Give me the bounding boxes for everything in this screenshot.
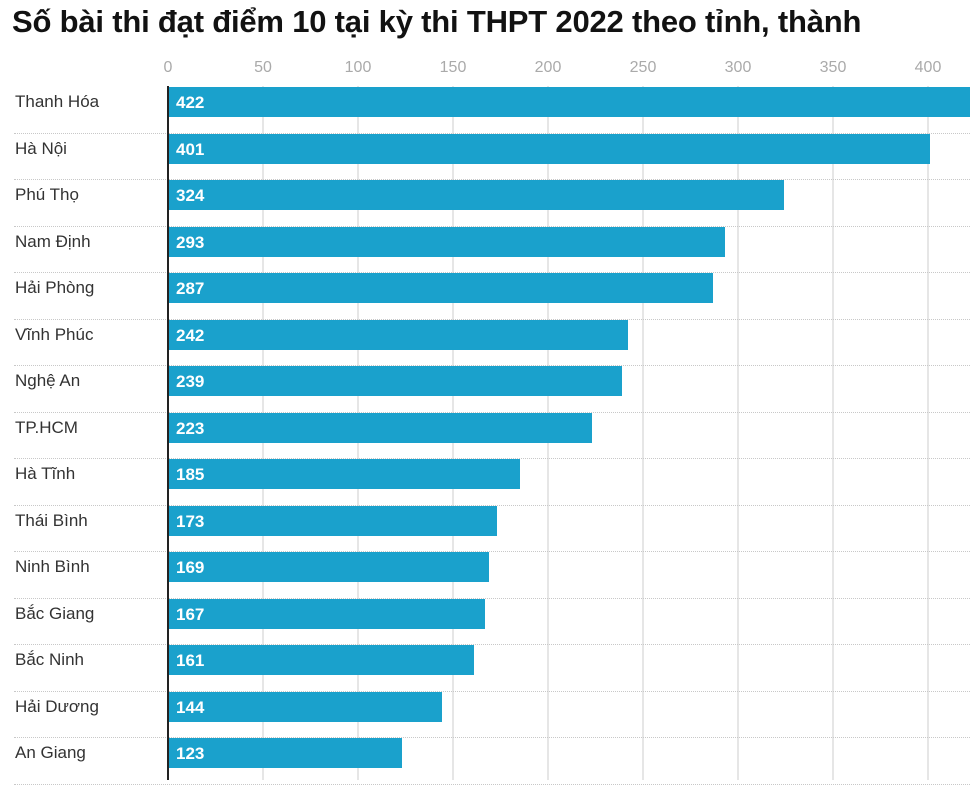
bar: 144 (168, 691, 442, 722)
gridline (642, 86, 644, 780)
bar: 123 (168, 738, 402, 768)
row-divider (14, 551, 970, 552)
row-divider (14, 318, 970, 320)
chart-row: Nghệ An 239 (0, 366, 980, 413)
x-axis-tick-label: 50 (254, 59, 272, 76)
gridline (927, 86, 929, 780)
chart-row: Vĩnh Phúc 242 (0, 319, 980, 366)
chart-row: Bắc Ninh 161 (0, 645, 980, 692)
bar-value-label: 239 (176, 372, 205, 391)
bar-value-label: 401 (176, 139, 205, 159)
gridline (832, 86, 834, 780)
bar: 324 (168, 180, 784, 210)
bar-value-label: 223 (176, 418, 205, 438)
x-axis-tick-label: 100 (344, 59, 372, 76)
bar-value-label: 293 (176, 232, 205, 252)
bar-value-label: 123 (176, 744, 205, 763)
bar-value-label: 173 (176, 511, 205, 531)
bar: 293 (168, 226, 725, 257)
bar-value-label: 185 (176, 465, 205, 484)
row-divider (14, 644, 970, 645)
chart-row: An Giang 123 (0, 738, 980, 785)
row-divider (14, 690, 970, 692)
bar-value-label: 167 (176, 604, 205, 624)
bar: 239 (168, 366, 623, 396)
category-label: Bắc Giang (15, 603, 95, 623)
row-divider (14, 411, 970, 413)
x-axis-tick-label: 0 (163, 59, 173, 76)
bar: 242 (168, 319, 628, 350)
bar: 167 (168, 598, 486, 629)
category-label: Thanh Hóa (15, 92, 100, 111)
bar-value-label: 169 (176, 558, 205, 577)
category-label: Hải Dương (15, 696, 99, 716)
x-axis-tick-label: 400 (914, 59, 942, 76)
chart-row: Thái Bình 173 (0, 505, 980, 552)
chart-row: Hà Nội 401 (0, 133, 980, 180)
row-divider (14, 132, 970, 134)
bar: 223 (168, 412, 592, 443)
chart-row: Hà Tĩnh 185 (0, 459, 980, 506)
chart-title: Số bài thi đạt điểm 10 tại kỳ thi THPT 2… (12, 4, 862, 39)
row-divider (14, 597, 970, 599)
bar: 287 (168, 273, 714, 303)
category-label: Thái Bình (15, 510, 88, 530)
category-label: Hải Phòng (15, 278, 95, 297)
bar: 169 (168, 552, 490, 582)
x-axis-tick-label: 250 (629, 59, 657, 76)
row-divider (14, 272, 970, 273)
x-axis-tick-label: 150 (439, 59, 467, 76)
row-divider (14, 504, 970, 506)
category-label: TP.HCM (15, 417, 78, 437)
bar-value-label: 422 (176, 93, 205, 112)
category-label: Hà Tĩnh (15, 464, 76, 483)
chart-row: TP.HCM 223 (0, 412, 980, 459)
chart-row: Ninh Bình 169 (0, 552, 980, 599)
category-label: Nghệ An (15, 371, 81, 390)
chart-row: Nam Định 293 (0, 226, 980, 273)
row-divider (14, 737, 970, 738)
gridline (737, 86, 739, 780)
category-label: Vĩnh Phúc (15, 324, 94, 344)
category-label: Ninh Bình (15, 557, 90, 576)
bar-value-label: 161 (176, 651, 205, 670)
category-label: Bắc Ninh (15, 650, 84, 669)
bar-value-label: 324 (176, 186, 205, 205)
category-label: Hà Nội (15, 138, 67, 158)
x-axis-tick-label: 200 (534, 59, 562, 76)
row-divider (14, 783, 970, 785)
bar-value-label: 144 (176, 697, 205, 717)
category-label: An Giang (15, 743, 86, 762)
chart-row: Hải Dương 144 (0, 691, 980, 738)
bar: 401 (168, 133, 930, 164)
bar: 161 (168, 645, 474, 675)
row-divider (14, 365, 970, 366)
bar: 185 (168, 459, 520, 489)
category-label: Nam Định (15, 231, 91, 251)
y-axis-line (167, 86, 169, 780)
chart-row: Thanh Hóa 422 (0, 87, 980, 134)
row-divider (14, 179, 970, 180)
x-axis-tick-label: 350 (819, 59, 847, 76)
chart-row: Hải Phòng 287 (0, 273, 980, 320)
chart-row: Phú Thọ 324 (0, 180, 980, 227)
row-divider (14, 458, 970, 459)
category-label: Phú Thọ (15, 185, 79, 204)
bar: 422 (168, 87, 970, 117)
x-axis-tick-label: 300 (724, 59, 752, 76)
bar-value-label: 287 (176, 279, 205, 298)
chart-row: Bắc Giang 167 (0, 598, 980, 645)
row-divider (14, 225, 970, 227)
bar-value-label: 242 (176, 325, 205, 345)
bar: 173 (168, 505, 497, 536)
